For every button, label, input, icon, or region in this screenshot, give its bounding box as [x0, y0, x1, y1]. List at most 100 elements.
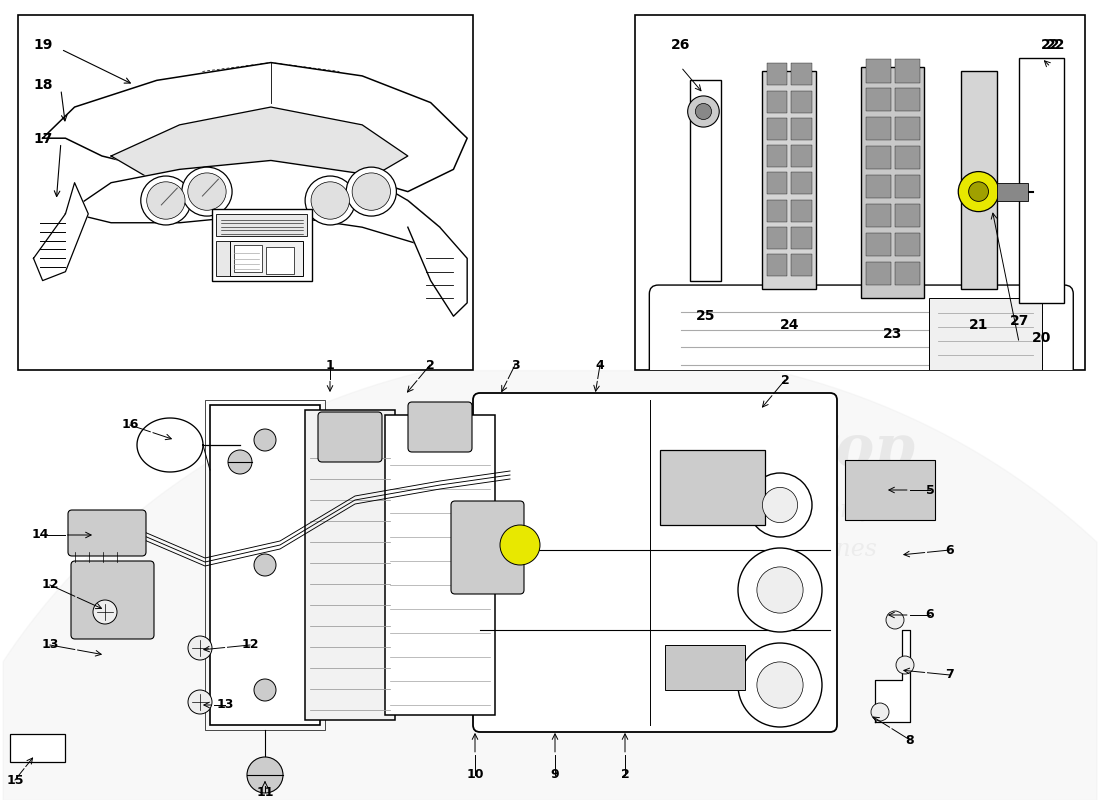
- Text: machines: machines: [763, 538, 877, 562]
- Bar: [230, 241, 302, 276]
- Bar: [767, 254, 786, 276]
- Text: 11: 11: [256, 786, 274, 798]
- Circle shape: [254, 429, 276, 451]
- Bar: [866, 262, 891, 285]
- Ellipse shape: [346, 167, 396, 216]
- Text: 6: 6: [926, 609, 934, 622]
- Circle shape: [188, 173, 227, 210]
- Bar: [791, 200, 812, 222]
- Polygon shape: [874, 630, 910, 722]
- Bar: [1019, 58, 1065, 303]
- Text: 12: 12: [42, 578, 58, 591]
- Text: 1: 1: [326, 358, 334, 371]
- Circle shape: [688, 96, 719, 127]
- Polygon shape: [111, 107, 408, 182]
- Text: 9: 9: [551, 769, 559, 782]
- Bar: [660, 450, 764, 525]
- Bar: [791, 118, 812, 140]
- Bar: [767, 63, 786, 86]
- Bar: [895, 146, 920, 170]
- Bar: [928, 298, 1042, 378]
- Bar: [635, 15, 1085, 370]
- Text: a passion for: a passion for: [744, 498, 896, 522]
- Circle shape: [738, 548, 822, 632]
- Text: 27: 27: [1010, 314, 1028, 328]
- Circle shape: [248, 757, 283, 793]
- Bar: [666, 645, 745, 690]
- Bar: [866, 146, 891, 170]
- Polygon shape: [43, 62, 468, 191]
- Text: 15: 15: [7, 774, 24, 786]
- Text: 22: 22: [1045, 38, 1065, 52]
- Text: 2: 2: [781, 374, 790, 386]
- Circle shape: [757, 567, 803, 613]
- Polygon shape: [66, 161, 440, 245]
- Bar: [845, 460, 935, 520]
- Text: 6: 6: [946, 543, 955, 557]
- Circle shape: [182, 167, 232, 216]
- Bar: [866, 204, 891, 227]
- Bar: [895, 262, 920, 285]
- Text: 18: 18: [33, 78, 53, 92]
- Circle shape: [188, 690, 212, 714]
- Circle shape: [757, 662, 803, 708]
- Bar: [767, 145, 786, 167]
- Bar: [866, 117, 891, 141]
- Text: 26: 26: [671, 38, 691, 52]
- Bar: [997, 182, 1028, 201]
- FancyBboxPatch shape: [318, 412, 382, 462]
- Bar: [895, 174, 920, 198]
- Text: 23: 23: [883, 327, 903, 341]
- Circle shape: [500, 525, 540, 565]
- Bar: [305, 410, 395, 720]
- Text: 5: 5: [925, 483, 934, 497]
- Text: 24: 24: [780, 318, 799, 332]
- Circle shape: [146, 182, 185, 219]
- Bar: [762, 71, 816, 290]
- Text: 13: 13: [217, 698, 233, 711]
- Bar: [791, 172, 812, 194]
- Circle shape: [748, 473, 812, 537]
- Text: 13: 13: [42, 638, 58, 651]
- Bar: [18, 15, 473, 370]
- Bar: [791, 227, 812, 249]
- Text: 17: 17: [33, 132, 53, 146]
- Bar: [895, 117, 920, 141]
- Circle shape: [886, 611, 904, 629]
- Polygon shape: [408, 201, 468, 316]
- Text: europ: europ: [725, 422, 915, 478]
- Bar: [211, 210, 312, 281]
- Bar: [895, 233, 920, 256]
- FancyBboxPatch shape: [72, 561, 154, 639]
- Text: 19: 19: [33, 38, 53, 52]
- Circle shape: [738, 643, 822, 727]
- Text: 12: 12: [241, 638, 258, 651]
- Circle shape: [311, 182, 350, 219]
- Circle shape: [871, 703, 889, 721]
- FancyBboxPatch shape: [408, 402, 472, 452]
- Bar: [690, 80, 722, 281]
- Bar: [866, 174, 891, 198]
- Bar: [895, 88, 920, 111]
- Circle shape: [958, 171, 999, 212]
- Bar: [895, 59, 920, 82]
- Text: europ: europ: [214, 480, 486, 560]
- Bar: [10, 734, 65, 762]
- Bar: [767, 172, 786, 194]
- FancyBboxPatch shape: [473, 393, 837, 732]
- Text: 8: 8: [905, 734, 914, 746]
- Bar: [216, 214, 307, 236]
- Text: 22: 22: [1041, 38, 1060, 52]
- Bar: [866, 88, 891, 111]
- Circle shape: [228, 450, 252, 474]
- Text: 4: 4: [595, 358, 604, 371]
- Text: machines: machines: [276, 634, 424, 666]
- Bar: [234, 245, 262, 272]
- Circle shape: [254, 679, 276, 701]
- Text: a passion for: a passion for: [251, 585, 449, 615]
- Ellipse shape: [305, 176, 355, 225]
- FancyBboxPatch shape: [649, 285, 1074, 401]
- Text: 7: 7: [946, 669, 955, 682]
- Bar: [385, 415, 495, 715]
- Bar: [866, 59, 891, 82]
